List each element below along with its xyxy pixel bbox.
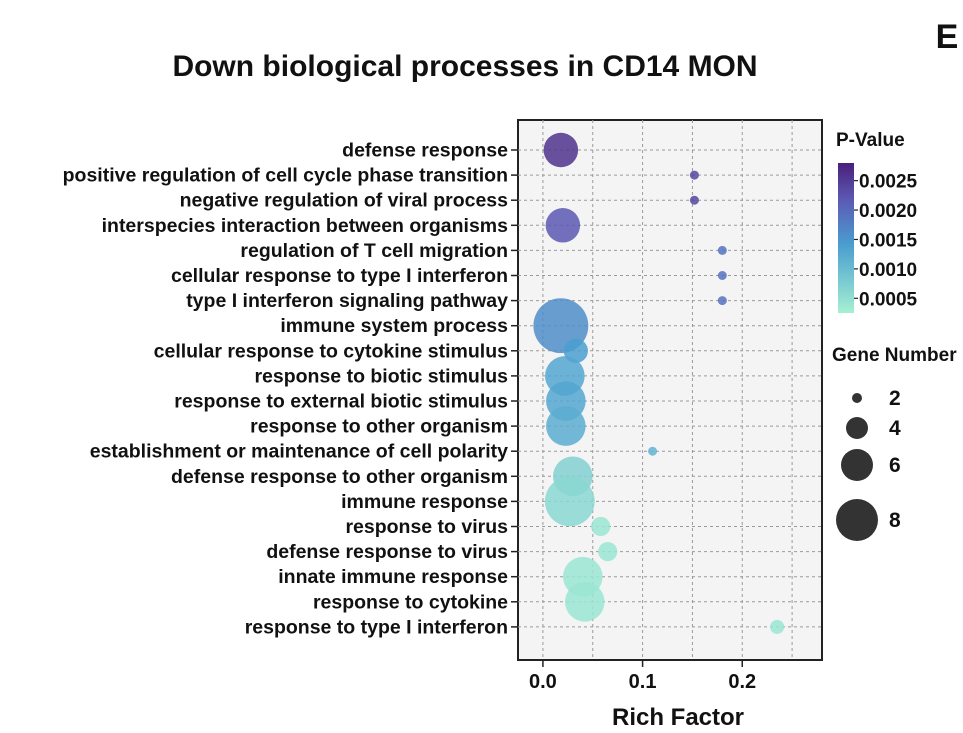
y-tick-label: establishment or maintenance of cell pol…: [90, 441, 508, 463]
pvalue-legend-ticks: 0.0025 0.0020 0.0015 0.0010 0.0005: [854, 172, 918, 310]
y-tick-label: response to cytokine: [313, 591, 508, 613]
size-legend-label: 4: [889, 417, 901, 440]
y-tick-label: defense response: [342, 140, 508, 162]
gene-number-legend-title: Gene Number: [832, 345, 957, 366]
x-axis-ticks: 0.0 0.1 0.2: [529, 660, 756, 693]
y-tick-label: interspecies interaction between organis…: [102, 215, 509, 237]
y-tick-label: type I interferon signaling pathway: [186, 290, 508, 312]
y-tick-label: negative regulation of viral process: [180, 190, 509, 212]
bubble: [564, 582, 605, 622]
y-tick-label: immune system process: [280, 315, 508, 337]
pvalue-tick-label: 0.0020: [859, 201, 917, 222]
size-legend-dot: [836, 499, 878, 541]
y-tick-label: immune response: [341, 491, 508, 513]
chart-title: Down biological processes in CD14 MON: [172, 50, 757, 83]
pvalue-colorbar: [838, 163, 854, 313]
bubble: [717, 271, 727, 280]
pvalue-tick-label: 0.0015: [859, 230, 918, 251]
size-legend-dot: [841, 449, 873, 481]
bubble: [598, 542, 618, 562]
x-tick-label: 0.0: [529, 671, 557, 693]
gene-number-legend: 2 4 6 8: [836, 387, 901, 541]
size-legend-label: 6: [889, 454, 901, 477]
x-tick-label: 0.1: [629, 671, 657, 693]
bubble: [689, 195, 699, 205]
y-tick-label: positive regulation of cell cycle phase …: [63, 165, 508, 187]
pvalue-legend-title: P-Value: [836, 130, 905, 151]
size-legend-dot: [852, 393, 862, 403]
size-legend-dot: [846, 417, 868, 439]
y-tick-label: response to biotic stimulus: [254, 365, 508, 387]
size-legend-label: 2: [889, 387, 901, 410]
x-axis-label: Rich Factor: [612, 704, 744, 731]
y-tick-label: innate immune response: [278, 566, 508, 588]
y-tick-label: response to other organism: [250, 416, 508, 438]
bubble: [717, 296, 727, 306]
bubble: [543, 132, 579, 168]
bubble: [770, 619, 785, 634]
bubble: [591, 516, 611, 537]
bubble: [545, 208, 581, 243]
y-tick-label: regulation of T cell migration: [240, 240, 508, 262]
pvalue-tick-label: 0.0005: [859, 289, 918, 310]
bubble: [717, 245, 727, 255]
x-tick-label: 0.2: [728, 671, 756, 693]
y-tick-label: defense response to other organism: [171, 466, 508, 488]
y-tick-label: cellular response to cytokine stimulus: [154, 340, 509, 362]
y-tick-label: response to external biotic stimulus: [174, 391, 508, 413]
size-legend-label: 8: [889, 509, 901, 532]
bubbles: [533, 132, 785, 634]
panel-letter: E: [936, 18, 959, 56]
pvalue-tick-label: 0.0025: [859, 172, 918, 193]
y-tick-label: cellular response to type I interferon: [171, 265, 508, 287]
y-tick-label: defense response to virus: [266, 541, 508, 563]
bubble: [648, 446, 658, 456]
bubble: [544, 476, 595, 527]
bubble: [546, 406, 586, 446]
bubble: [689, 170, 699, 180]
y-axis-labels: defense response positive regulation of c…: [63, 140, 518, 638]
y-tick-label: response to type I interferon: [245, 616, 508, 638]
y-tick-label: response to virus: [345, 516, 508, 538]
pvalue-tick-label: 0.0010: [859, 260, 917, 281]
